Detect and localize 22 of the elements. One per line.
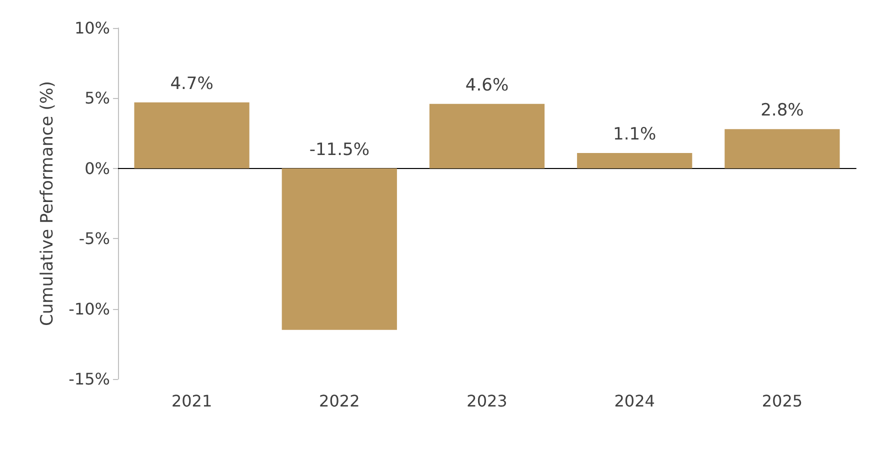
y-tick-label: 10%	[74, 18, 110, 38]
y-tick-label: -15%	[68, 370, 110, 388]
data-label: -11.5%	[309, 140, 370, 160]
data-label: 4.7%	[170, 74, 214, 94]
y-tick-label: 0%	[84, 158, 110, 178]
x-tick-label: 2021	[171, 392, 212, 410]
bar	[282, 168, 397, 330]
y-tick-label: 5%	[84, 88, 110, 108]
x-tick-label: 2025	[762, 392, 803, 410]
data-label: 2.8%	[760, 100, 804, 121]
y-tick-label: -5%	[78, 229, 110, 248]
bar	[429, 104, 545, 168]
y-tick-label: -10%	[68, 299, 110, 318]
x-tick-label: 2022	[319, 392, 360, 410]
bar	[724, 129, 840, 168]
data-label: 4.6%	[465, 75, 509, 96]
data-label: 1.1%	[613, 124, 656, 144]
bar	[577, 152, 692, 168]
y-axis-title: Cumulative Performance (%)	[38, 81, 58, 326]
x-tick-label: 2024	[614, 392, 655, 410]
x-tick-label: 2023	[466, 392, 508, 410]
bar	[134, 102, 250, 168]
